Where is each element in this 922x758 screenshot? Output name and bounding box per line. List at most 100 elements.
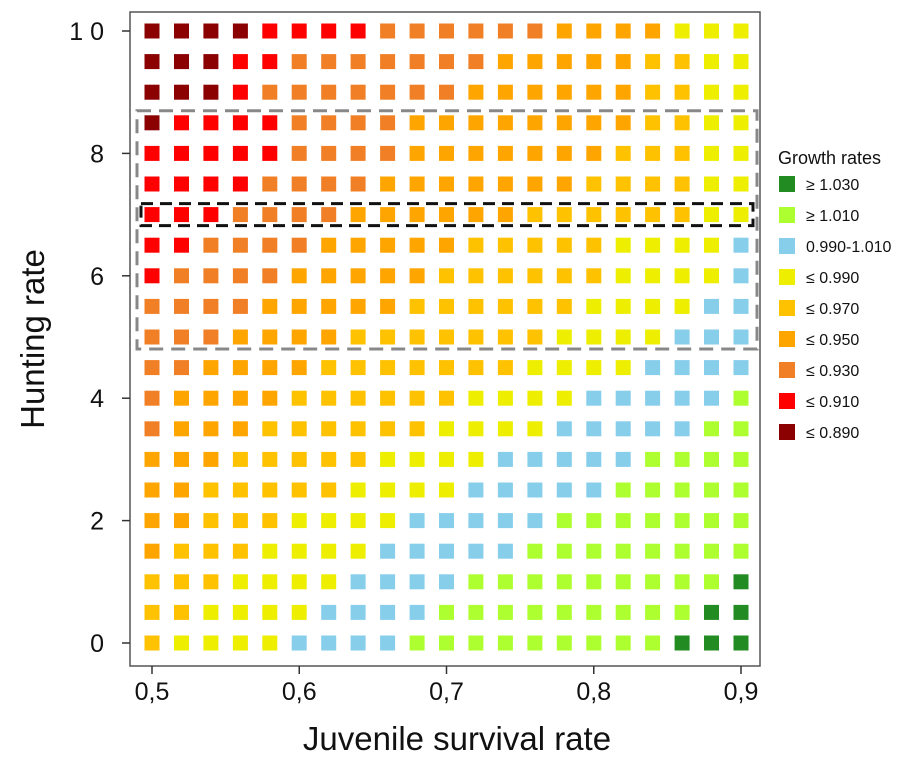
- heatmap-cell: [586, 482, 602, 498]
- heatmap-cell: [527, 84, 543, 100]
- heatmap-cell: [232, 360, 248, 376]
- heatmap-cell: [497, 390, 513, 406]
- heatmap-cell: [556, 207, 572, 223]
- heatmap-cell: [262, 268, 278, 284]
- heatmap-cell: [174, 574, 189, 590]
- heatmap-cell: [615, 329, 631, 345]
- heatmap-cell: [203, 207, 219, 223]
- y-axis: 0 2 4 6 8 1 0: [69, 18, 130, 658]
- heatmap-cell: [380, 145, 396, 161]
- heatmap-cell: [439, 482, 454, 498]
- heatmap-cell: [439, 298, 454, 314]
- heatmap-cell: [704, 451, 719, 467]
- heatmap-cell: [350, 390, 366, 406]
- heatmap-cell: [733, 574, 749, 590]
- heatmap-cell: [527, 54, 543, 70]
- heatmap-cell: [262, 482, 278, 498]
- heatmap-cell: [203, 482, 219, 498]
- heatmap-cell: [321, 268, 337, 284]
- heatmap-cell: [733, 421, 749, 437]
- heatmap-cell: [203, 145, 219, 161]
- heatmap-cell: [497, 635, 513, 651]
- heatmap-cell: [674, 237, 690, 253]
- heatmap-cell: [674, 84, 690, 100]
- heatmap-cell: [468, 360, 484, 376]
- heatmap-cell: [350, 543, 366, 559]
- heatmap-cell: [556, 329, 572, 345]
- heatmap-cell: [291, 451, 307, 467]
- heatmap-cell: [203, 237, 219, 253]
- legend: Growth rates ≥ 1.030 ≥ 1.010 0.990-1.010 ≤ …: [778, 148, 892, 442]
- heatmap-cell: [704, 482, 719, 498]
- heatmap-cell: [586, 207, 602, 223]
- heatmap-cell: [350, 482, 366, 498]
- heatmap-cell: [350, 268, 366, 284]
- heatmap-cell: [527, 451, 543, 467]
- heatmap-cell: [704, 54, 719, 70]
- heatmap-cell: [704, 207, 719, 223]
- heatmap-cell: [468, 207, 484, 223]
- heatmap-cell: [439, 574, 454, 590]
- heatmap-cell: [232, 604, 248, 620]
- heatmap-cell: [409, 421, 425, 437]
- heatmap-cell: [468, 84, 484, 100]
- heatmap-cell: [468, 23, 484, 39]
- y-axis-title: Hunting rate: [14, 249, 51, 429]
- heatmap-cell: [497, 604, 513, 620]
- heatmap-cell: [174, 207, 189, 223]
- heatmap-cell: [144, 176, 160, 192]
- heatmap-cell: [586, 145, 602, 161]
- heatmap-cell: [380, 482, 396, 498]
- heatmap-cell: [497, 543, 513, 559]
- heatmap-cell: [468, 329, 484, 345]
- heatmap-cell: [409, 513, 425, 529]
- heatmap-cell: [586, 574, 602, 590]
- heatmap-cell: [527, 604, 543, 620]
- heatmap-cell: [203, 604, 219, 620]
- heatmap-cell: [174, 329, 189, 345]
- heatmap-cell: [704, 176, 719, 192]
- heatmap-cell: [203, 390, 219, 406]
- legend-swatch: [779, 238, 795, 254]
- heatmap-cell: [409, 635, 425, 651]
- heatmap-cell: [321, 145, 337, 161]
- heatmap-cell: [615, 54, 631, 70]
- heatmap-cell: [350, 115, 366, 131]
- heatmap-cell: [527, 360, 543, 376]
- heatmap-cell: [350, 360, 366, 376]
- heatmap-cell: [497, 84, 513, 100]
- heatmap-cell: [615, 207, 631, 223]
- heatmap-cell: [321, 543, 337, 559]
- heatmap-cell: [615, 115, 631, 131]
- heatmap-cell: [203, 329, 219, 345]
- heatmap-cell: [232, 543, 248, 559]
- heatmap-cell: [380, 329, 396, 345]
- heatmap-cell: [468, 604, 484, 620]
- heatmap-cell: [556, 23, 572, 39]
- heatmap-cell: [439, 145, 454, 161]
- heatmap-cell: [232, 451, 248, 467]
- heatmap-cell: [556, 390, 572, 406]
- heatmap-cell: [704, 574, 719, 590]
- heatmap-cell: [674, 329, 690, 345]
- heatmap-cell: [468, 513, 484, 529]
- heatmap-cell: [527, 513, 543, 529]
- heatmap-cell: [174, 635, 189, 651]
- heatmap-cell: [144, 54, 160, 70]
- heatmap-cell: [174, 513, 189, 529]
- legend-swatch: [779, 176, 795, 192]
- heatmap-cell: [409, 574, 425, 590]
- heatmap-cell: [704, 329, 719, 345]
- heatmap-cell: [232, 298, 248, 314]
- heatmap-cell: [615, 421, 631, 437]
- heatmap-cell: [704, 23, 719, 39]
- legend-label: 0.990-1.010: [806, 239, 892, 256]
- heatmap-cell: [615, 604, 631, 620]
- heatmap-cell: [262, 329, 278, 345]
- heatmap-cell: [232, 207, 248, 223]
- legend-swatch: [779, 331, 795, 347]
- heatmap-cell: [615, 360, 631, 376]
- heatmap-cell: [262, 176, 278, 192]
- heatmap-cell: [556, 574, 572, 590]
- heatmap-cell: [468, 635, 484, 651]
